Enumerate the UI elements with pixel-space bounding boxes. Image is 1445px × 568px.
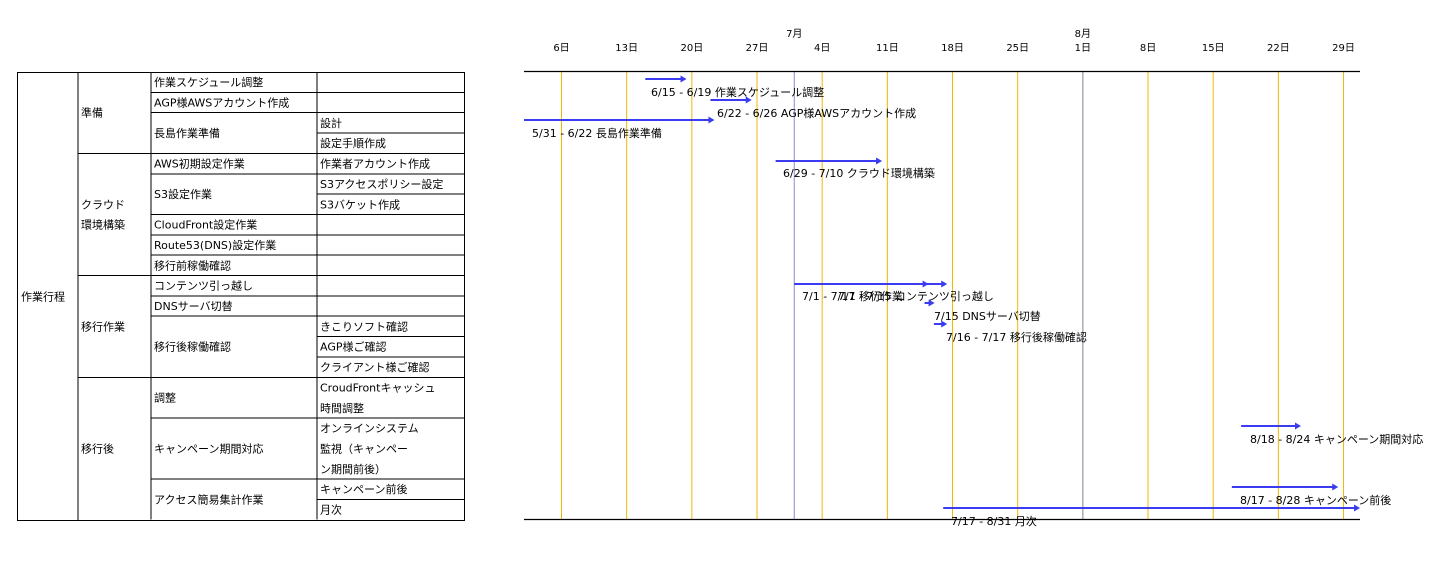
gantt-task-label: 6/22 - 6/26 AGP様AWSアカウント作成 — [717, 106, 916, 120]
gantt-tick-label: 29日 — [1332, 43, 1355, 54]
gantt-tick-label: 13日 — [615, 43, 638, 54]
gantt-task-arrowhead — [1294, 422, 1301, 430]
wbs-root-label: 作業行程 — [21, 291, 65, 304]
wbs-task-label: 調整 — [154, 391, 176, 405]
wbs-task-label: コンテンツ引っ越し — [154, 279, 253, 293]
wbs-task-label: DNSサーバ切替 — [154, 299, 233, 313]
gantt-tick-label: 25日 — [1006, 43, 1029, 54]
gantt-tick-label: 20日 — [680, 43, 703, 54]
wbs-subtask-label: 設計 — [320, 116, 342, 130]
gantt-task-label: 7/1 - 7/17 移行作業 — [802, 290, 903, 303]
wbs-task-label: 長島作業準備 — [154, 126, 220, 140]
wbs-subtask-label: AGP様ご確認 — [320, 340, 387, 354]
gantt-tick-label: 15日 — [1202, 43, 1225, 54]
wbs-task-label: キャンペーン期間対応 — [154, 441, 263, 455]
wbs-phase-label: 環境構築 — [81, 218, 125, 232]
wbs-table-border — [17, 72, 465, 521]
wbs-subtask-label: キャンペーン前後 — [320, 482, 407, 496]
wbs-subtask-label: きこりソフト確認 — [320, 319, 408, 333]
gantt-task-label: 7/17 - 8/31 月次 — [951, 514, 1037, 528]
gantt-task-arrowhead — [941, 280, 948, 288]
gantt-task-label: 5/31 - 6/22 長島作業準備 — [532, 126, 662, 140]
gantt-task-label: 7/15 DNSサーバ切替 — [934, 309, 1041, 323]
gantt-tick-label: 1日 — [1075, 43, 1091, 54]
gantt-task-arrowhead — [941, 320, 948, 328]
wbs-task-label: Route53(DNS)設定作業 — [154, 238, 276, 252]
gantt-task-label: 8/18 - 8/24 キャンペーン期間対応 — [1250, 432, 1423, 446]
wbs-phase-label: 準備 — [81, 106, 103, 120]
gantt-tick-label: 11日 — [876, 43, 899, 54]
gantt-task-arrowhead — [1354, 504, 1360, 512]
gantt-month-label: 7月 — [786, 28, 802, 40]
gantt-task-arrowhead — [745, 96, 752, 104]
gantt-task-arrowhead — [1332, 483, 1339, 491]
wbs-subtask-label: 設定手順作成 — [320, 136, 386, 150]
wbs-task-label: 移行前稼働確認 — [154, 258, 231, 272]
wbs-subtask-label: 月次 — [320, 503, 342, 517]
gantt-bars — [524, 75, 1360, 512]
gantt-task-arrowhead — [708, 116, 715, 124]
wbs-grid-lines — [77, 72, 465, 521]
wbs-task-label: 移行後稼働確認 — [154, 340, 231, 354]
gantt-task-arrowhead — [922, 280, 929, 288]
wbs-subtask-label: 作業者アカウント作成 — [320, 158, 430, 171]
wbs-task-label: 作業スケジュール調整 — [154, 75, 263, 89]
gantt-task-arrowhead — [876, 157, 883, 165]
gantt-axis: 6日 13日 20日 27日 4日 11日 18日 25日 1日 8日 15日 22日 29日 7月 8月 — [524, 28, 1360, 521]
wbs-task-label: S3設定作業 — [154, 187, 212, 201]
gantt-task-label: 7/16 - 7/17 移行後稼働確認 — [946, 330, 1087, 344]
wbs-task-label: CloudFront設定作業 — [154, 218, 257, 232]
wbs-task-label: AWS初期設定作業 — [154, 157, 245, 171]
wbs-phase-label: 移行作業 — [81, 320, 125, 333]
gantt-tick-label: 18日 — [941, 43, 964, 54]
gantt-gridlines — [561, 71, 1345, 520]
gantt-tick-label: 22日 — [1267, 43, 1290, 54]
wbs-subtask-label: S3バケット作成 — [320, 198, 400, 211]
wbs-subtask-label: ン期間前後） — [320, 462, 386, 476]
gantt-task-arrowhead — [928, 299, 935, 307]
gantt-labels: 6/15 - 6/19 作業スケジュール調整 6/22 - 6/26 AGP様AW… — [532, 85, 1423, 528]
wbs-subtask-label: CroudFrontキャッシュ — [320, 381, 435, 394]
wbs-subtask-label: 時間調整 — [320, 401, 364, 415]
wbs-subtask-label: S3アクセスポリシー設定 — [320, 177, 443, 191]
wbs-task-label: AGP様AWSアカウント作成 — [154, 96, 289, 110]
wbs-phase-label: 移行後 — [81, 441, 114, 455]
gantt-tick-label: 6日 — [553, 43, 569, 54]
gantt-tick-label: 27日 — [746, 43, 769, 54]
wbs-subtask-label: 監視（キャンペー — [320, 441, 408, 455]
gantt-task-label: 7/1 - 7/15 コンテンツ引っ越し — [838, 289, 994, 303]
wbs-subtask-label: クライアント様ご確認 — [320, 360, 430, 374]
gantt-task-label: 6/29 - 7/10 クラウド環境構築 — [783, 166, 935, 180]
wbs-task-label: アクセス簡易集計作業 — [154, 492, 263, 506]
wbs-phase-label: クラウド — [81, 198, 125, 211]
wbs-subtask-label: オンラインシステム — [320, 422, 419, 435]
gantt-month-label: 8月 — [1075, 28, 1091, 40]
gantt-task-arrowhead — [680, 75, 687, 83]
gantt-task-label: 6/15 - 6/19 作業スケジュール調整 — [651, 85, 824, 99]
gantt-task-label: 8/17 - 8/28 キャンペーン前後 — [1240, 493, 1391, 507]
gantt-tick-label: 4日 — [814, 43, 830, 54]
gantt-tick-label: 8日 — [1140, 43, 1156, 54]
